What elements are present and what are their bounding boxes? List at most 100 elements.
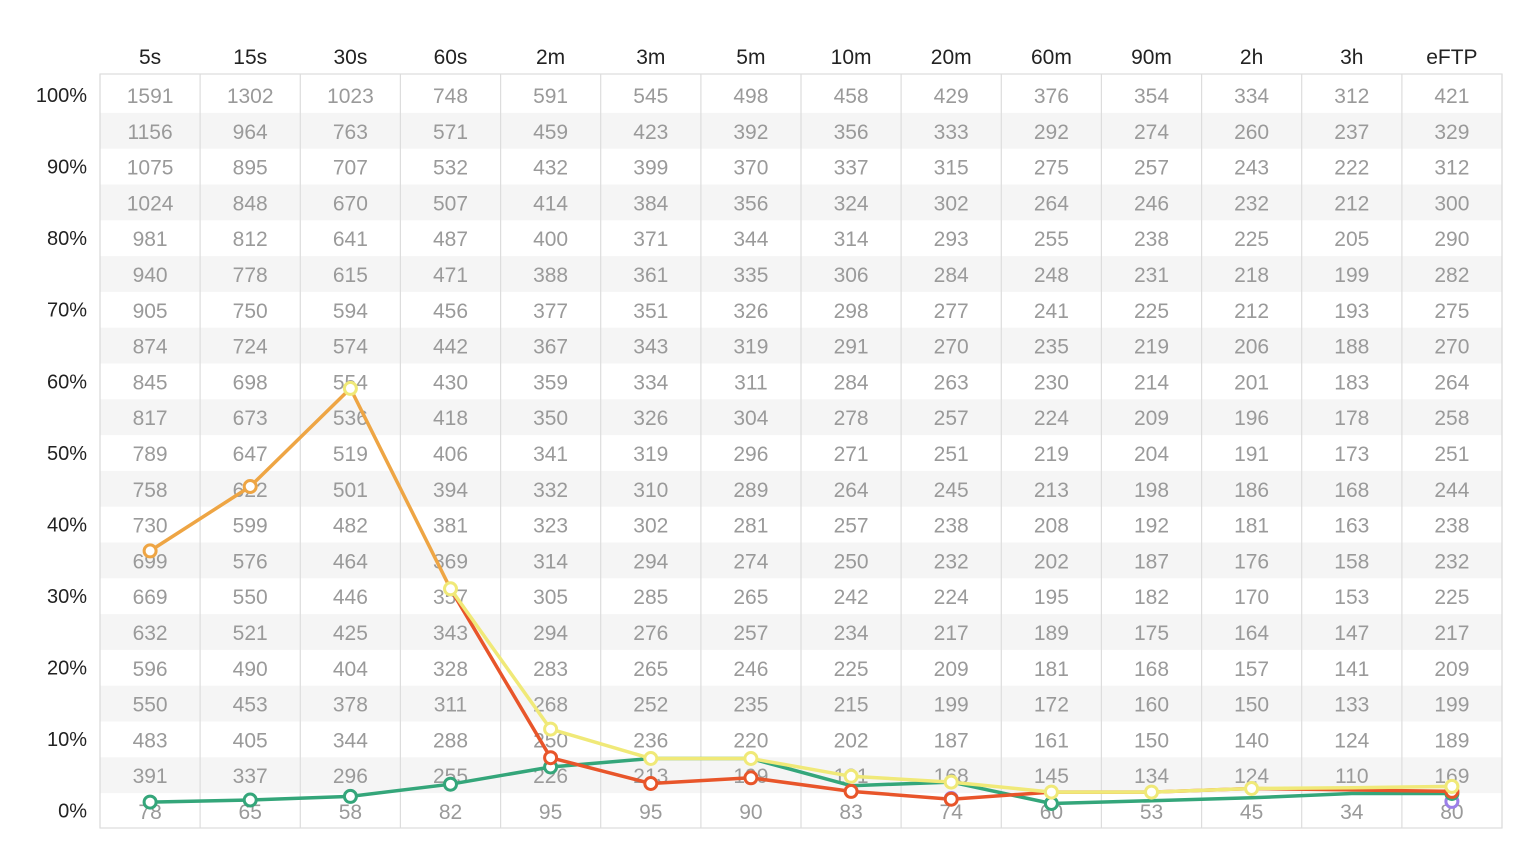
- table-cell: 545: [633, 85, 668, 108]
- table-cell: 196: [1234, 407, 1269, 430]
- table-cell: 315: [934, 157, 969, 180]
- y-tick-label: 70%: [47, 300, 87, 322]
- series-point: [943, 791, 959, 807]
- table-cell: 699: [133, 550, 168, 573]
- table-cell: 596: [133, 658, 168, 681]
- table-cell: 225: [1134, 300, 1169, 323]
- series-point: [843, 783, 859, 799]
- table-cell: 245: [934, 479, 969, 502]
- table-cell: 521: [233, 622, 268, 645]
- table-cell: 453: [233, 694, 268, 717]
- series-point: [543, 721, 559, 737]
- table-cell: 264: [1434, 371, 1469, 394]
- table-cell: 265: [733, 586, 768, 609]
- table-cell: 90: [739, 801, 762, 824]
- table-cell: 34: [1340, 801, 1364, 824]
- table-cell: 285: [633, 586, 668, 609]
- table-cell: 215: [834, 694, 869, 717]
- table-cell: 206: [1234, 336, 1269, 359]
- table-cell: 432: [533, 157, 568, 180]
- table-cell: 58: [339, 801, 362, 824]
- table-cell: 459: [533, 121, 568, 144]
- table-cell: 344: [333, 729, 368, 752]
- table-cell: 289: [733, 479, 768, 502]
- table-cell: 350: [533, 407, 568, 430]
- table-cell: 242: [834, 586, 869, 609]
- table-cell: 483: [133, 729, 168, 752]
- table-cell: 1591: [127, 85, 174, 108]
- y-axis-ticks: 100% 90% 80% 70% 60% 50% 40% 30% 20% 10% 0%: [36, 85, 87, 823]
- table-cell: 250: [834, 550, 869, 573]
- table-cell: 423: [633, 121, 668, 144]
- table-cell: 414: [533, 192, 568, 215]
- table-cell: 246: [733, 658, 768, 681]
- table-cell: 235: [1034, 336, 1069, 359]
- table-cell: 80: [1440, 801, 1463, 824]
- table-cell: 163: [1334, 515, 1369, 538]
- y-tick-label: 30%: [47, 586, 87, 608]
- column-header: 30s: [333, 46, 367, 69]
- table-cell: 161: [1034, 729, 1069, 752]
- series-point: [643, 776, 659, 791]
- table-cell: 571: [433, 121, 468, 144]
- table-cell: 251: [1434, 443, 1469, 466]
- table-cell: 341: [533, 443, 568, 466]
- table-cell: 232: [1434, 550, 1469, 573]
- table-cell: 377: [533, 300, 568, 323]
- table-cell: 1075: [127, 157, 174, 180]
- column-header: 2h: [1240, 46, 1263, 69]
- table-cell: 209: [1134, 407, 1169, 430]
- series-point: [443, 776, 458, 792]
- table-cell: 181: [1234, 515, 1269, 538]
- table-cell: 724: [233, 336, 268, 359]
- table-cell: 153: [1334, 586, 1369, 609]
- table-cell: 641: [333, 228, 368, 251]
- table-cell: 1156: [128, 121, 173, 144]
- table-cell: 258: [1434, 407, 1469, 430]
- table-cell: 817: [133, 407, 168, 430]
- table-cell: 730: [133, 515, 168, 538]
- table-cell: 550: [233, 586, 268, 609]
- table-cell: 670: [333, 192, 368, 215]
- table-cell: 296: [333, 765, 368, 788]
- table-cell: 507: [433, 192, 468, 215]
- table-cell: 241: [1034, 300, 1069, 323]
- table-cell: 183: [1334, 371, 1369, 394]
- table-cell: 964: [233, 121, 268, 144]
- table-cell: 124: [1334, 729, 1369, 752]
- table-cell: 145: [1034, 765, 1069, 788]
- table-cell: 150: [1134, 729, 1169, 752]
- table-cell: 214: [1134, 371, 1169, 394]
- table-cell: 337: [233, 765, 268, 788]
- table-cell: 673: [233, 407, 268, 430]
- table-cell: 260: [1234, 121, 1269, 144]
- table-cell: 1302: [227, 85, 274, 108]
- table-cell: 202: [1034, 550, 1069, 573]
- table-cell: 812: [233, 228, 268, 251]
- table-cell: 296: [733, 443, 768, 466]
- table-cell: 376: [1034, 85, 1069, 108]
- table-cell: 257: [934, 407, 969, 430]
- table-cell: 164: [1234, 622, 1269, 645]
- table-cell: 298: [834, 300, 869, 323]
- table-cell: 169: [1434, 765, 1469, 788]
- column-header: 60m: [1031, 46, 1072, 69]
- table-cell: 371: [633, 228, 668, 251]
- table-cell: 532: [433, 157, 468, 180]
- table-cell: 255: [1034, 228, 1069, 251]
- table-cell: 65: [239, 801, 262, 824]
- table-cell: 490: [233, 658, 268, 681]
- table-cell: 186: [1234, 479, 1269, 502]
- table-cell: 456: [433, 300, 468, 323]
- table-cell: 591: [533, 85, 568, 108]
- series-point: [342, 788, 358, 804]
- table-cell: 230: [1034, 371, 1069, 394]
- table-cell: 351: [633, 300, 668, 323]
- table-cell: 400: [533, 228, 568, 251]
- table-cell: 343: [433, 622, 468, 645]
- table-cell: 300: [1434, 192, 1469, 215]
- table-cell: 277: [934, 300, 969, 323]
- table-cell: 707: [333, 157, 368, 180]
- table-cell: 278: [834, 407, 869, 430]
- y-tick-label: 50%: [47, 443, 87, 465]
